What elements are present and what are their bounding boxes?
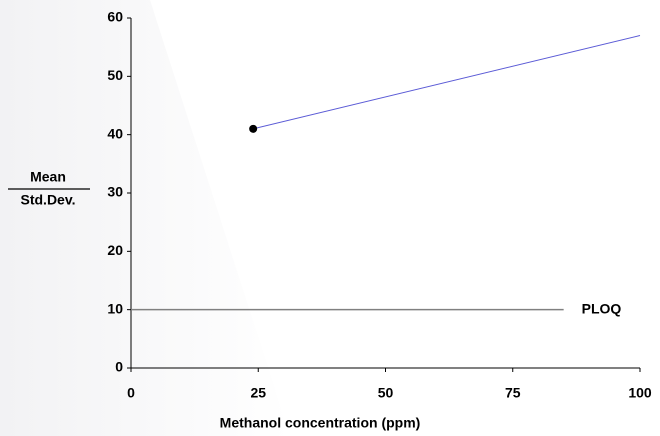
x-tick-label: 100 bbox=[628, 385, 652, 401]
y-tick-label: 10 bbox=[107, 300, 123, 316]
data-point bbox=[249, 124, 258, 133]
y-tick-label: 40 bbox=[107, 125, 123, 141]
y-axis-label-denominator: Std.Dev. bbox=[21, 192, 76, 208]
y-axis-label-numerator: Mean bbox=[30, 169, 66, 185]
y-tick-label: 50 bbox=[107, 67, 123, 83]
x-axis-label: Methanol concentration (ppm) bbox=[220, 415, 421, 431]
y-tick-label: 0 bbox=[115, 359, 123, 375]
x-tick-label: 25 bbox=[250, 385, 266, 401]
background-shade bbox=[0, 0, 290, 436]
y-tick-label: 60 bbox=[107, 9, 123, 25]
x-tick-label: 50 bbox=[378, 385, 394, 401]
reference-label: PLOQ bbox=[582, 300, 622, 316]
x-tick-label: 0 bbox=[127, 385, 135, 401]
y-tick-label: 30 bbox=[107, 184, 123, 200]
x-tick-label: 75 bbox=[505, 385, 521, 401]
y-tick-label: 20 bbox=[107, 242, 123, 258]
data-line bbox=[253, 35, 641, 130]
